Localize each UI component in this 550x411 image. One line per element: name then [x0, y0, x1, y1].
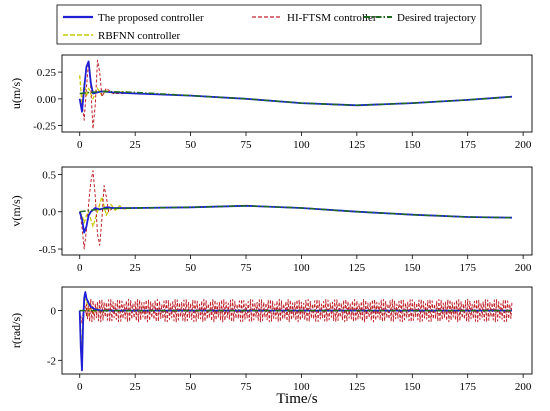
x-tick-label: 0 — [77, 262, 83, 274]
x-tick-label: 175 — [459, 139, 476, 151]
x-tick-label: 150 — [404, 381, 421, 393]
x-tick-label: 150 — [404, 139, 421, 151]
x-tick-label: 50 — [185, 139, 197, 151]
x-tick-label: 200 — [515, 381, 532, 393]
x-tick-label: 25 — [130, 381, 142, 393]
x-tick-label: 100 — [293, 381, 310, 393]
legend-label-desired: Desired trajectory — [397, 12, 477, 24]
panel-frame — [61, 54, 533, 133]
x-tick-label: 75 — [241, 139, 253, 151]
y-axis-label: u(m/s) — [9, 78, 23, 109]
y-tick-label: 0.25 — [37, 67, 57, 79]
series-line-rbfnn — [79, 297, 512, 352]
x-tick-label: 125 — [349, 381, 366, 393]
x-tick-label: 100 — [293, 262, 310, 274]
x-tick-label: 75 — [241, 262, 253, 274]
x-tick-label: 200 — [515, 139, 532, 151]
series-line-proposed — [78, 291, 512, 372]
y-axis-label: v(m/s) — [9, 195, 23, 226]
y-tick-label: 0.00 — [37, 94, 57, 106]
legend-label-hiftsm: HI-FTSM controller — [287, 12, 377, 24]
legend-entry-hiftsm: HI-FTSM controller — [252, 12, 377, 24]
series-line-hiftsm — [79, 170, 513, 250]
y-tick-label: 0 — [51, 306, 57, 318]
legend-label-rbfnn: RBFNN controller — [98, 30, 181, 42]
panel-frame — [61, 286, 533, 375]
y-tick-label: -2 — [47, 355, 56, 367]
x-tick-label: 75 — [241, 381, 253, 393]
panel-series-group — [78, 291, 513, 372]
x-tick-label: 125 — [349, 139, 366, 151]
x-tick-label: 100 — [293, 139, 310, 151]
x-tick-label: 0 — [77, 139, 83, 151]
series-line-desired — [79, 205, 513, 219]
x-tick-label: 125 — [349, 262, 366, 274]
panel-3: 0 25 50 75 100 125 150 175 200 0 -2 r(rad/s) — [9, 286, 533, 393]
series-line-desired — [79, 90, 513, 107]
legend-entry-proposed: The proposed controller — [63, 12, 204, 24]
y-tick-label: 0.0 — [42, 207, 56, 219]
y-tick-label: -0.5 — [39, 244, 57, 256]
panel-2: 0 25 50 75 100 125 150 175 200 0.5 0.0 -0.5 v(m/s) — [9, 166, 533, 274]
x-tick-label: 50 — [185, 381, 197, 393]
series-line-hiftsm — [79, 298, 513, 324]
legend-frame — [56, 4, 482, 45]
y-axis-label: r(rad/s) — [9, 313, 23, 348]
x-tick-label: 0 — [77, 381, 83, 393]
x-tick-label: 175 — [459, 381, 476, 393]
x-tick-label: 25 — [130, 139, 142, 151]
panels: 0 25 50 75 100 125 150 175 2000.250.00-0.25u(m/s… — [9, 54, 533, 393]
x-tick-label: 200 — [515, 262, 532, 274]
series-line-rbfnn — [79, 196, 513, 228]
y-tick-label: -0.25 — [33, 121, 56, 133]
legend: The proposed controller HI-FTSM controll… — [56, 4, 482, 45]
x-tick-label: 175 — [459, 262, 476, 274]
panel-series-group — [78, 59, 513, 130]
x-tick-label: 25 — [130, 262, 142, 274]
y-tick-label: 0.5 — [42, 169, 56, 181]
x-axis-label: Time/s — [276, 391, 317, 407]
x-tick-label: 50 — [185, 262, 197, 274]
legend-label-proposed: The proposed controller — [98, 12, 204, 24]
legend-entry-rbfnn: RBFNN controller — [63, 30, 181, 42]
legend-entry-desired: Desired trajectory — [364, 12, 477, 24]
panel-1: 0 25 50 75 100 125 150 175 200 0.25 0.00 -0.25 u(m/s… — [9, 54, 533, 151]
panel-frame — [61, 166, 533, 256]
panel-series-group — [78, 170, 513, 250]
series-line-proposed — [78, 204, 513, 234]
series-line-proposed — [78, 60, 513, 113]
x-tick-label: 150 — [404, 262, 421, 274]
